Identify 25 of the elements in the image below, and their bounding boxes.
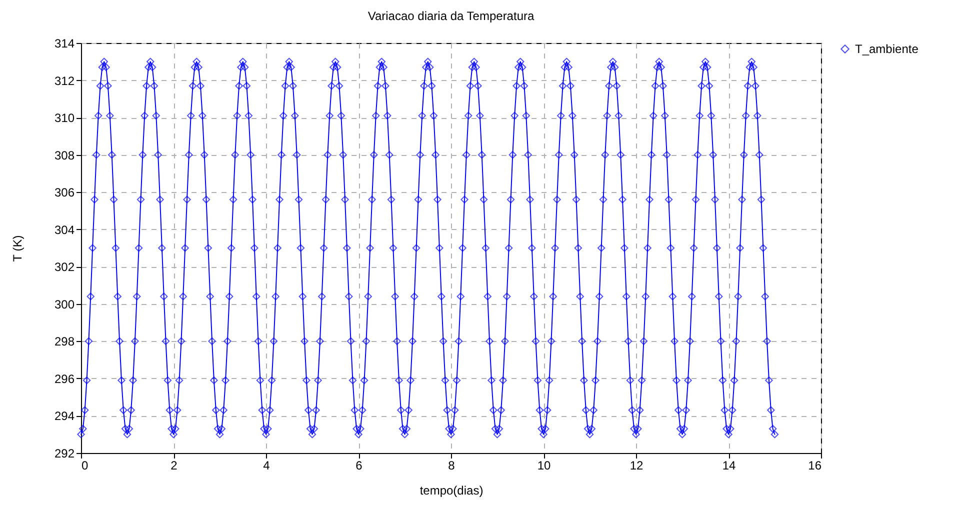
y-axis-title: T (K) <box>10 235 24 262</box>
chart-title: Variacao diaria da Temperatura <box>368 9 534 23</box>
y-tick-label: 306 <box>54 186 75 200</box>
y-tick-label: 294 <box>54 409 75 424</box>
x-tick-label: 6 <box>356 458 363 472</box>
y-tick-label: 300 <box>54 297 75 312</box>
x-tick-label: 8 <box>448 458 456 472</box>
x-tick-label: 4 <box>263 458 270 472</box>
y-tick-label: 314 <box>54 36 75 50</box>
y-tick-label: 310 <box>54 111 75 126</box>
x-tick-label: 0 <box>82 458 88 472</box>
x-tick-label: 16 <box>808 458 822 472</box>
y-tick-label: 304 <box>54 222 75 237</box>
y-tick-label: 296 <box>54 372 75 386</box>
y-tick-label: 292 <box>54 446 75 460</box>
y-tick-label: 308 <box>54 148 75 162</box>
y-tick-label: 312 <box>54 74 75 88</box>
y-tick-label: 298 <box>54 334 75 349</box>
x-tick-label: 10 <box>537 458 551 472</box>
x-tick-label: 2 <box>170 458 178 472</box>
y-tick-label: 302 <box>54 260 75 274</box>
x-axis-title: tempo(dias) <box>420 484 484 498</box>
legend-label: T_ambiente <box>855 42 919 56</box>
x-tick-label: 12 <box>630 458 644 472</box>
x-tick-label: 14 <box>722 458 736 472</box>
